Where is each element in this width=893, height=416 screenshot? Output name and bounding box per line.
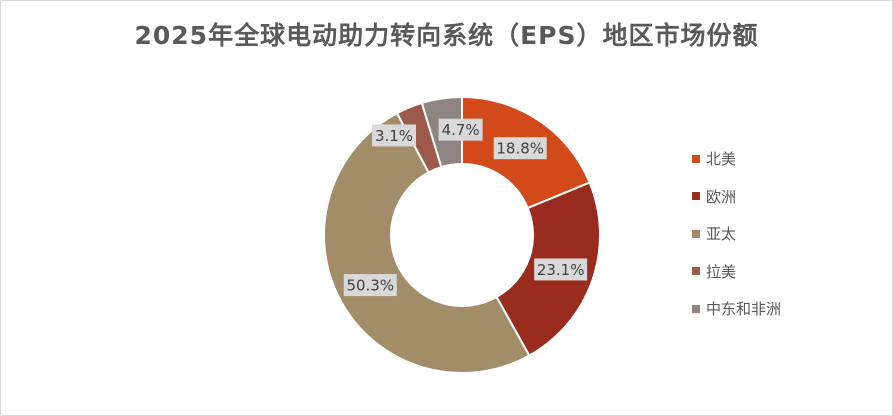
legend-label: 欧洲: [706, 187, 737, 206]
legend-swatch: [692, 154, 700, 163]
legend-item-3: 拉美: [692, 253, 781, 291]
svg-text:3.1%: 3.1%: [375, 127, 413, 145]
slice-2: [323, 111, 531, 374]
legend-label: 拉美: [706, 262, 737, 281]
legend-item-2: 亚太: [692, 215, 781, 253]
svg-text:23.1%: 23.1%: [537, 261, 585, 279]
svg-text:18.8%: 18.8%: [496, 140, 544, 158]
legend: 北美欧洲亚太拉美中东和非洲: [692, 140, 781, 328]
legend-item-4: 中东和非洲: [692, 290, 781, 328]
svg-text:50.3%: 50.3%: [346, 277, 394, 295]
legend-label: 亚太: [706, 225, 737, 244]
legend-item-0: 北美: [692, 140, 781, 178]
data-label-2: 50.3%: [343, 274, 397, 297]
data-label-3: 3.1%: [372, 124, 417, 147]
svg-text:4.7%: 4.7%: [442, 121, 480, 139]
data-label-0: 18.8%: [493, 137, 547, 160]
legend-swatch: [692, 267, 700, 276]
chart-title: 2025年全球电动助力转向系统（EPS）地区市场份额: [134, 21, 759, 50]
legend-label: 中东和非洲: [706, 300, 782, 319]
legend-swatch: [692, 304, 700, 313]
data-label-1: 23.1%: [534, 258, 588, 281]
legend-swatch: [692, 192, 700, 201]
data-label-4: 4.7%: [438, 118, 483, 141]
legend-swatch: [692, 229, 700, 238]
legend-label: 北美: [706, 150, 737, 169]
legend-item-1: 欧洲: [692, 178, 781, 216]
